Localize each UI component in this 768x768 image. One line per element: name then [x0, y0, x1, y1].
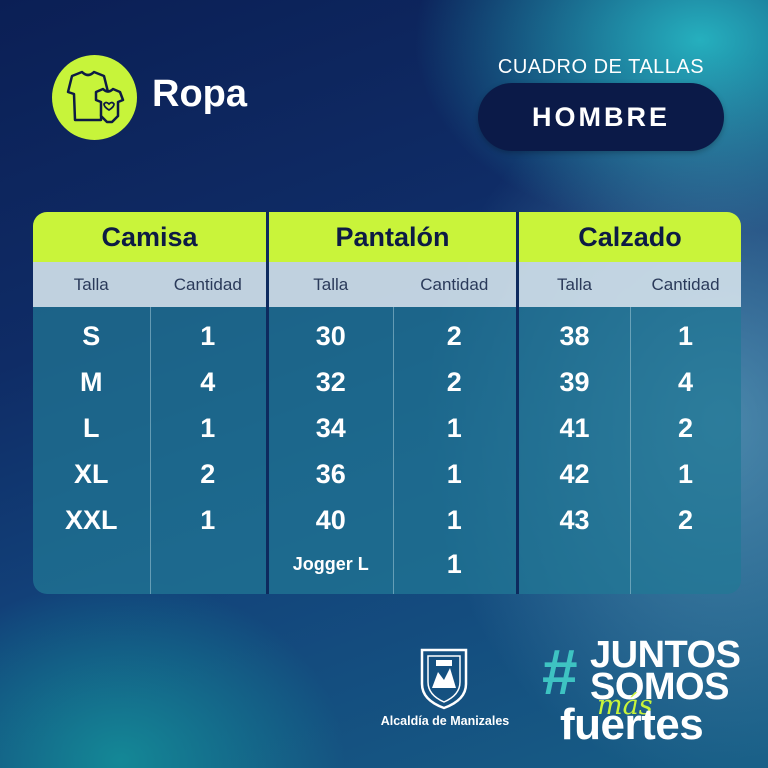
slogan-hash: #	[542, 636, 578, 708]
table-row: Jogger L 1	[269, 541, 516, 587]
table-row: 40 1	[269, 497, 516, 543]
size-cell: 42	[559, 458, 590, 489]
column-headers: Talla Cantidad	[519, 262, 741, 307]
slogan-line-3: más	[597, 690, 653, 721]
quantity-cell: 1	[200, 320, 216, 351]
quantity-cell: 1	[446, 548, 462, 579]
size-cell: 39	[559, 366, 590, 397]
quantity-cell: 2	[446, 366, 462, 397]
size-cell: 36	[315, 458, 346, 489]
size-cell: XXL	[64, 504, 118, 535]
size-cell: M	[80, 366, 103, 397]
table-row: L 1	[33, 405, 266, 451]
quantity-cell: 1	[200, 412, 216, 443]
size-cell: 40	[315, 504, 346, 535]
section-divider	[266, 212, 269, 594]
quantity-cell: 1	[446, 458, 462, 489]
size-cell: 32	[315, 366, 346, 397]
clothing-icon-graphic	[66, 70, 124, 123]
city-crest-icon	[420, 648, 468, 710]
table-row: M 4	[33, 359, 266, 405]
size-cell: Jogger L	[292, 553, 369, 574]
column-header-talla: Talla	[73, 274, 109, 294]
section-divider	[516, 212, 519, 594]
clothing-icon	[52, 55, 137, 140]
camisa-section: Camisa Talla Cantidad S 1 M 4 L 1 XL 2	[33, 212, 266, 594]
slogan-line-2: SOMOS	[590, 666, 729, 708]
size-cell: 34	[315, 412, 346, 443]
size-cell: L	[83, 412, 100, 443]
column-header-cantidad: Cantidad	[420, 274, 489, 294]
quantity-cell: 2	[677, 504, 694, 535]
organization-name: Alcaldía de Manizales	[380, 714, 510, 728]
quantity-cell: 2	[677, 412, 694, 443]
quantity-cell: 4	[200, 366, 216, 397]
quantity-cell: 1	[677, 458, 694, 489]
column-header-cantidad: Cantidad	[173, 274, 242, 294]
table-row: XXL 1	[33, 497, 266, 543]
quantity-cell: 2	[200, 458, 216, 489]
table-row: 41 2	[519, 405, 741, 451]
column-header-talla: Talla	[313, 274, 349, 294]
category-header: Pantalón	[269, 212, 516, 262]
quantity-cell: 1	[677, 320, 694, 351]
chart-subtitle: CUADRO DE TALLAS	[497, 56, 705, 78]
gender-badge: HOMBRE	[478, 83, 724, 151]
table-row: XL 2	[33, 451, 266, 497]
quantity-cell: 1	[200, 504, 216, 535]
calzado-section: Calzado Talla Cantidad 38 1 39 4 41 2 42…	[519, 212, 741, 594]
column-headers: Talla Cantidad	[33, 262, 266, 307]
size-cell: 30	[315, 320, 346, 351]
table-row: S 1	[33, 313, 266, 359]
slogan-line-1: JUNTOS	[590, 634, 741, 676]
table-body: 30 2 32 2 34 1 36 1 40 1 Jogger L 1	[269, 307, 516, 594]
table-row: 43 2	[519, 497, 741, 543]
quantity-cell: 4	[677, 366, 694, 397]
table-row: 42 1	[519, 451, 741, 497]
slogan-line-4: fuertes	[560, 700, 704, 749]
table-row: 32 2	[269, 359, 516, 405]
quantity-cell: 2	[446, 320, 462, 351]
table-row: 30 2	[269, 313, 516, 359]
table-row: 39 4	[519, 359, 741, 405]
column-header-cantidad: Cantidad	[651, 274, 720, 294]
quantity-cell: 1	[446, 412, 462, 443]
size-cell: 41	[559, 412, 590, 443]
category-header: Camisa	[33, 212, 266, 262]
table-row: 36 1	[269, 451, 516, 497]
size-cell: 43	[559, 504, 590, 535]
quantity-cell: 1	[446, 504, 462, 535]
size-cell: S	[82, 320, 101, 351]
table-body: S 1 M 4 L 1 XL 2 XXL 1	[33, 307, 266, 594]
table-row: 38 1	[519, 313, 741, 359]
size-cell: XL	[73, 458, 109, 489]
page-title: Ropa	[152, 73, 247, 115]
column-headers: Talla Cantidad	[269, 262, 516, 307]
size-cell: 38	[559, 320, 590, 351]
table-body: 38 1 39 4 41 2 42 1 43 2	[519, 307, 741, 594]
pantalon-section: Pantalón Talla Cantidad 30 2 32 2 34 1 3…	[269, 212, 516, 594]
category-header: Calzado	[519, 212, 741, 262]
column-header-talla: Talla	[557, 274, 592, 294]
table-row: 34 1	[269, 405, 516, 451]
size-table: Camisa Talla Cantidad S 1 M 4 L 1 XL 2	[33, 212, 741, 594]
